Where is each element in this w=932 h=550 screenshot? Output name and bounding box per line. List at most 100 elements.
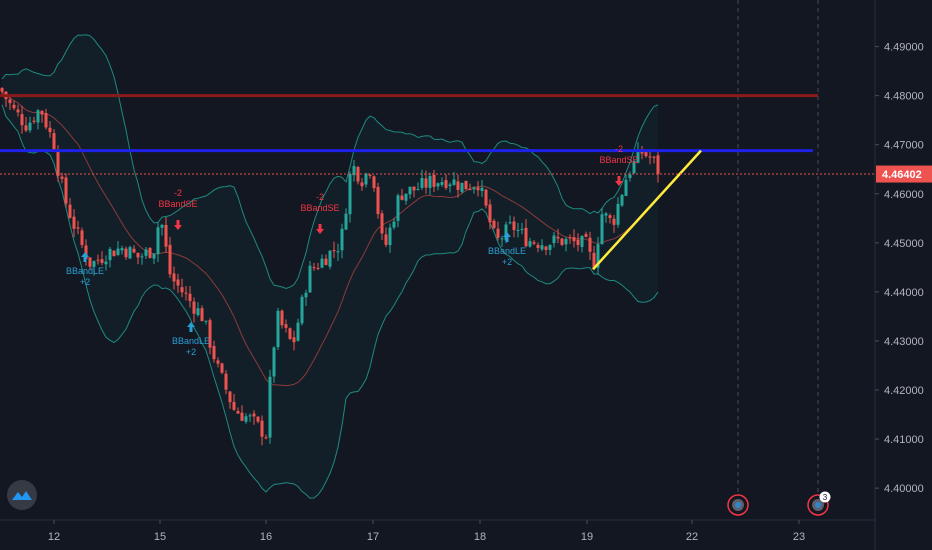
candle (596, 236, 600, 275)
candle (216, 357, 220, 368)
candle (236, 407, 240, 414)
candle (336, 243, 340, 262)
candle (544, 245, 548, 256)
tradingview-cloud-icon[interactable] (7, 480, 37, 510)
candle (488, 199, 492, 230)
candle (112, 250, 116, 257)
candle (280, 309, 284, 329)
y-tick-label: 4.48000 (884, 91, 924, 103)
x-tick-label: 15 (154, 531, 166, 543)
candle (636, 142, 640, 164)
candle (292, 330, 296, 351)
candle (152, 253, 156, 264)
candle (140, 253, 144, 265)
candle (328, 249, 332, 270)
candle (364, 172, 368, 188)
candle (464, 180, 468, 190)
candle (476, 181, 480, 197)
candle (88, 257, 92, 270)
x-tick-label: 18 (474, 531, 486, 543)
candle (20, 105, 24, 134)
candle (348, 171, 352, 223)
signal-qty: +2 (186, 347, 196, 357)
candle (532, 240, 536, 246)
candle (124, 246, 128, 260)
candle (96, 254, 100, 265)
candle (0, 87, 4, 94)
candle (220, 362, 224, 375)
signal-label: BBandSE (599, 155, 638, 165)
candle (552, 231, 556, 248)
x-axis[interactable]: 12 15 16 17 18 19 22 23 (48, 520, 805, 543)
x-tick-label: 17 (367, 531, 379, 543)
trendline-line[interactable] (592, 149, 702, 271)
candle (492, 218, 496, 230)
last-price-label: 4.46402 (876, 165, 932, 183)
candle (120, 245, 124, 255)
candle (376, 182, 380, 219)
candle (288, 327, 292, 341)
candle (420, 169, 424, 190)
candle (36, 108, 40, 130)
candle (76, 220, 80, 235)
horizontal-levels[interactable] (0, 94, 818, 153)
candle (104, 255, 108, 271)
candle (652, 155, 656, 164)
candle (640, 146, 644, 160)
candle (80, 227, 84, 249)
trendline[interactable] (592, 149, 702, 271)
candle (592, 245, 596, 271)
signal-long: BBandLE+2 (172, 322, 210, 357)
candle (608, 213, 612, 224)
y-tick-label: 4.40000 (884, 483, 924, 495)
event-icon[interactable]: 3 (807, 491, 831, 516)
candle (284, 319, 288, 333)
candle (196, 302, 200, 317)
bollinger-bands (1, 34, 659, 499)
strategy-signals: BBandLE+2BBandLE+2BBandLE+2-2BBandSE-2BB… (66, 144, 639, 357)
x-tick-label: 23 (793, 531, 805, 543)
candle (108, 246, 112, 268)
y-axis[interactable]: 4.49000 4.48000 4.47000 4.46000 4.45000 4.440… (875, 42, 924, 496)
candle (396, 193, 400, 228)
candle (496, 221, 500, 241)
candle (520, 222, 524, 235)
candle (576, 233, 580, 252)
candle (524, 219, 528, 248)
candle (600, 208, 604, 245)
candle (276, 307, 280, 351)
candle (580, 235, 584, 253)
candle (244, 413, 248, 424)
candle (64, 173, 68, 208)
signal-qty: +2 (502, 257, 512, 267)
candle (572, 229, 576, 248)
candle (172, 266, 176, 290)
event-icon[interactable] (727, 494, 749, 516)
signal-label: BBandLE (66, 266, 104, 276)
candle (228, 390, 232, 409)
candle (380, 210, 384, 240)
signal-qty: -2 (615, 144, 623, 154)
candle (184, 286, 188, 301)
candle (472, 186, 476, 194)
candle (256, 415, 260, 424)
candle (604, 212, 608, 223)
candle (308, 260, 312, 293)
candle (616, 197, 620, 228)
x-tick-label: 22 (686, 531, 698, 543)
upcoming-events[interactable]: 3 (727, 491, 831, 516)
last-price-value: 4.46402 (882, 169, 922, 181)
candle (612, 214, 616, 233)
candle (620, 193, 624, 208)
lower-band (1, 104, 659, 499)
signal-qty: +2 (80, 277, 90, 287)
candle (588, 231, 592, 260)
candle (404, 193, 408, 205)
candle (444, 174, 448, 191)
candle (416, 182, 420, 191)
candle (252, 410, 256, 425)
candle (316, 263, 320, 271)
